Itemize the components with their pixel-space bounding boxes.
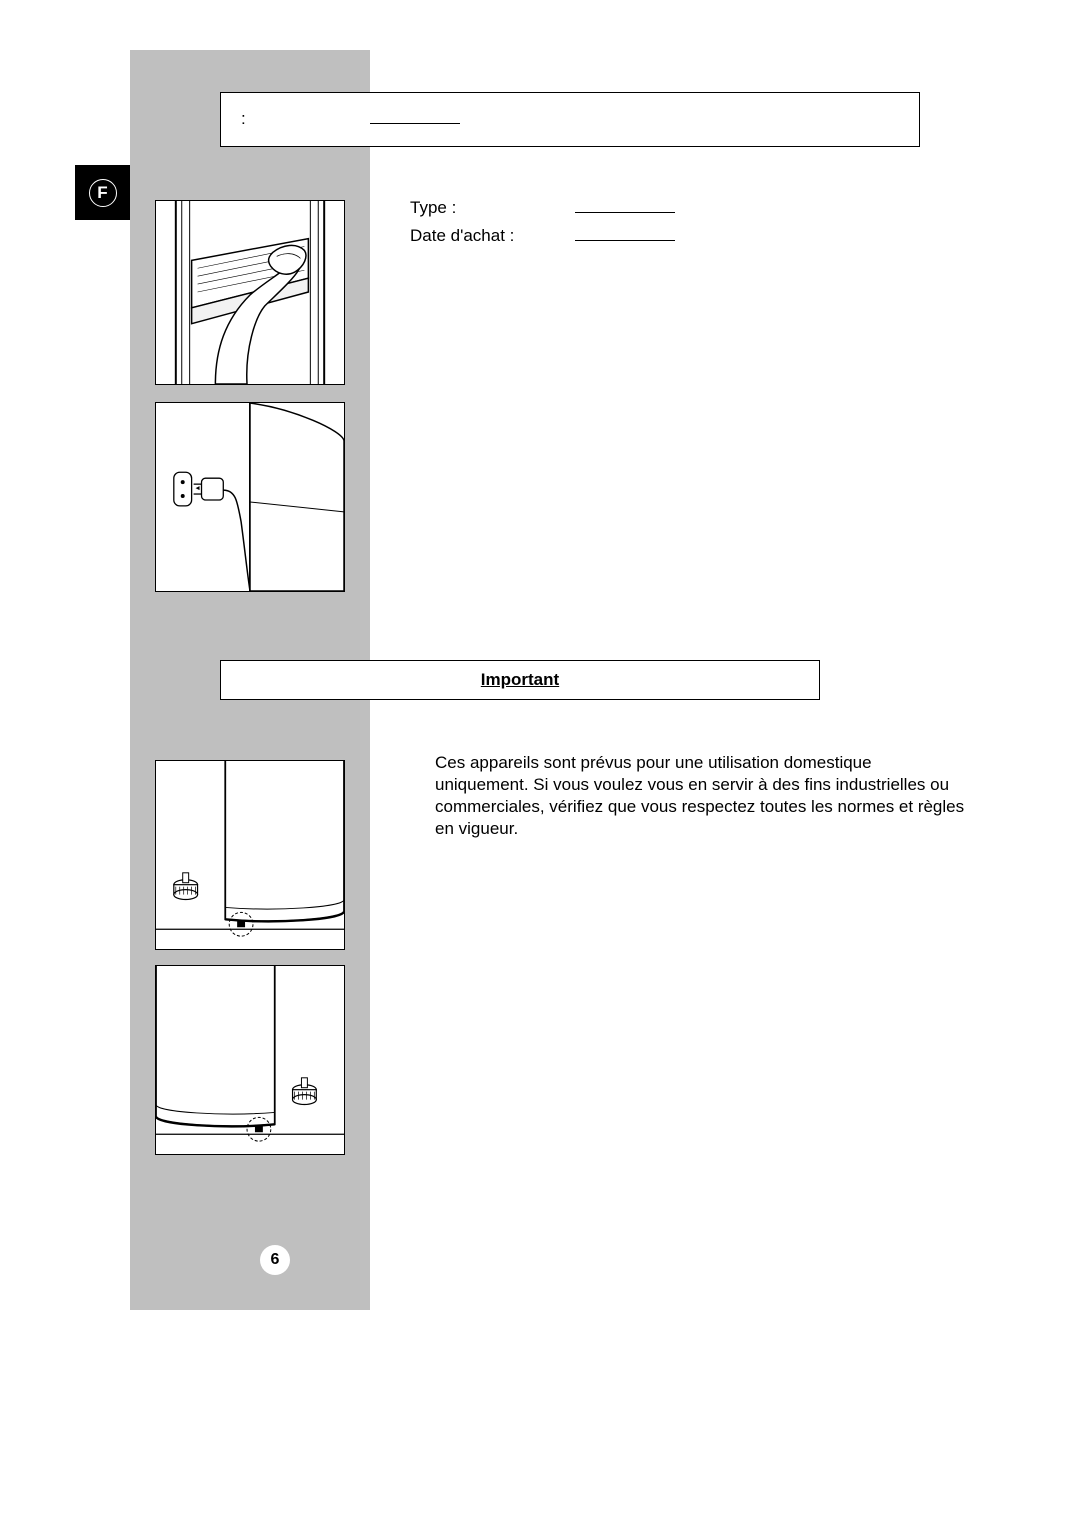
model-info-box: : (220, 92, 920, 147)
plug-icon (156, 403, 344, 591)
type-blank (575, 212, 675, 213)
manual-page: F : Type : Date d'achat : (0, 0, 1080, 1525)
important-label: Important (481, 670, 559, 690)
illustration-level-right (155, 965, 345, 1155)
type-label: Type : (410, 195, 570, 221)
product-fields: Type : Date d'achat : (410, 195, 675, 251)
illustration-level-left (155, 760, 345, 950)
purchase-date-label: Date d'achat : (410, 223, 570, 249)
level-right-icon (156, 966, 344, 1154)
clean-shelf-icon (156, 201, 344, 384)
level-left-icon (156, 761, 344, 949)
page-number: 6 (260, 1245, 290, 1275)
info-colon: : (241, 109, 246, 129)
illustration-plug-in (155, 402, 345, 592)
language-tab: F (75, 165, 130, 220)
important-callout: Important (220, 660, 820, 700)
purchase-date-blank (575, 240, 675, 241)
info-blank-line (370, 123, 460, 124)
warning-paragraph: Ces appareils sont prévus pour une utili… (435, 752, 965, 840)
language-letter: F (89, 179, 117, 207)
illustration-clean-shelf (155, 200, 345, 385)
